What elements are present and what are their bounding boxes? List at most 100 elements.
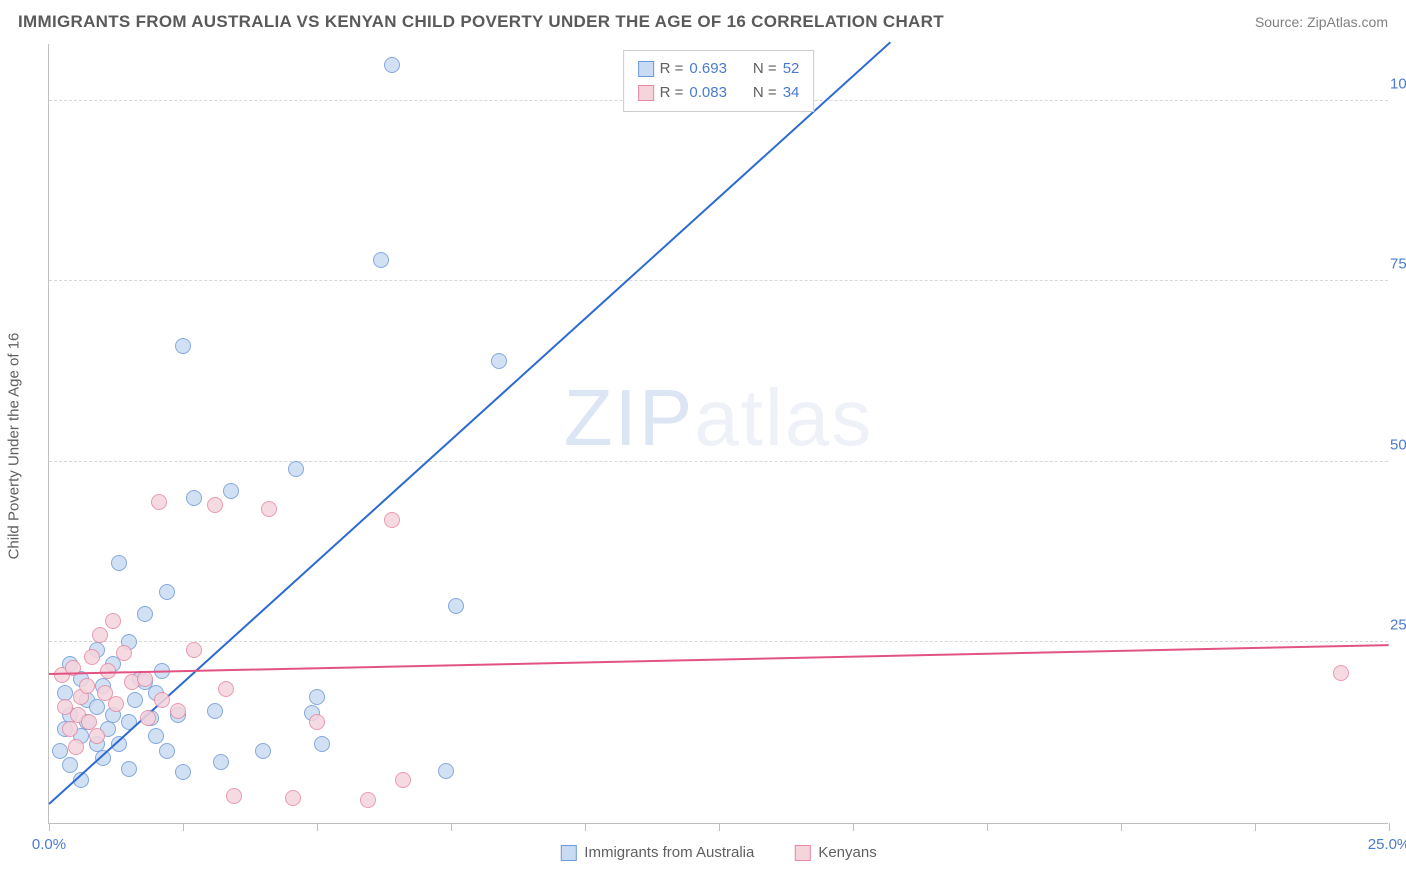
data-point-kenyans <box>218 681 234 697</box>
data-point-australia <box>314 736 330 752</box>
gridline <box>49 461 1388 462</box>
data-point-kenyans <box>226 788 242 804</box>
data-point-kenyans <box>108 696 124 712</box>
legend-n-value: 52 <box>783 57 800 81</box>
x-tick <box>1255 823 1256 831</box>
data-point-australia <box>127 692 143 708</box>
data-point-kenyans <box>186 642 202 658</box>
legend-swatch-australia <box>638 61 654 77</box>
data-point-australia <box>448 598 464 614</box>
correlation-legend: R = 0.693 N = 52 R = 0.083 N = 34 <box>623 50 815 112</box>
watermark-part2: atlas <box>694 373 873 462</box>
data-point-kenyans <box>151 494 167 510</box>
data-point-australia <box>288 461 304 477</box>
data-point-kenyans <box>154 692 170 708</box>
y-tick-label: 50.0% <box>1390 436 1406 453</box>
legend-n-label: N = <box>753 57 777 81</box>
data-point-australia <box>52 743 68 759</box>
data-point-kenyans <box>84 649 100 665</box>
data-point-australia <box>175 338 191 354</box>
series-label: Immigrants from Australia <box>584 844 754 861</box>
legend-row-kenyans: R = 0.083 N = 34 <box>638 81 800 105</box>
legend-r-label: R = <box>660 57 684 81</box>
gridline <box>49 280 1388 281</box>
data-point-kenyans <box>89 728 105 744</box>
gridline <box>49 641 1388 642</box>
data-point-australia <box>207 703 223 719</box>
x-tick <box>317 823 318 831</box>
x-tick <box>853 823 854 831</box>
trend-line-australia <box>48 41 891 804</box>
x-tick <box>1121 823 1122 831</box>
y-tick-label: 25.0% <box>1390 617 1406 634</box>
x-tick <box>451 823 452 831</box>
legend-r-value: 0.083 <box>689 81 727 105</box>
legend-row-australia: R = 0.693 N = 52 <box>638 57 800 81</box>
data-point-kenyans <box>285 790 301 806</box>
series-swatch-kenyans <box>794 845 810 861</box>
series-legend: Immigrants from Australia Kenyans <box>560 844 876 861</box>
data-point-australia <box>384 57 400 73</box>
y-axis-label: Child Poverty Under the Age of 16 <box>6 333 23 560</box>
chart-title: IMMIGRANTS FROM AUSTRALIA VS KENYAN CHIL… <box>18 12 944 32</box>
x-tick <box>987 823 988 831</box>
chart-source: Source: ZipAtlas.com <box>1255 14 1388 30</box>
data-point-australia <box>89 699 105 715</box>
x-tick-label: 0.0% <box>32 836 66 853</box>
data-point-australia <box>255 743 271 759</box>
y-tick-label: 100.0% <box>1390 75 1406 92</box>
data-point-kenyans <box>207 497 223 513</box>
data-point-kenyans <box>140 710 156 726</box>
source-name: ZipAtlas.com <box>1307 14 1388 30</box>
data-point-kenyans <box>384 512 400 528</box>
data-point-australia <box>223 483 239 499</box>
data-point-australia <box>186 490 202 506</box>
legend-n-label: N = <box>753 81 777 105</box>
data-point-kenyans <box>79 678 95 694</box>
legend-r-label: R = <box>660 81 684 105</box>
series-legend-item-australia: Immigrants from Australia <box>560 844 754 861</box>
data-point-australia <box>121 761 137 777</box>
series-label: Kenyans <box>818 844 876 861</box>
data-point-australia <box>491 353 507 369</box>
data-point-australia <box>175 764 191 780</box>
trend-line-kenyans <box>49 644 1389 675</box>
data-point-kenyans <box>105 613 121 629</box>
data-point-australia <box>159 743 175 759</box>
data-point-australia <box>309 689 325 705</box>
x-tick <box>585 823 586 831</box>
source-prefix: Source: <box>1255 14 1307 30</box>
legend-n-value: 34 <box>783 81 800 105</box>
data-point-kenyans <box>116 645 132 661</box>
x-tick <box>183 823 184 831</box>
data-point-kenyans <box>395 772 411 788</box>
data-point-kenyans <box>170 703 186 719</box>
series-legend-item-kenyans: Kenyans <box>794 844 876 861</box>
data-point-australia <box>137 606 153 622</box>
legend-r-value: 0.693 <box>689 57 727 81</box>
data-point-australia <box>438 763 454 779</box>
data-point-australia <box>159 584 175 600</box>
data-point-australia <box>373 252 389 268</box>
data-point-kenyans <box>1333 665 1349 681</box>
data-point-kenyans <box>62 721 78 737</box>
legend-swatch-kenyans <box>638 85 654 101</box>
watermark-part1: ZIP <box>564 373 694 462</box>
data-point-kenyans <box>92 627 108 643</box>
chart-header: IMMIGRANTS FROM AUSTRALIA VS KENYAN CHIL… <box>18 12 1388 32</box>
x-tick-label: 25.0% <box>1368 836 1406 853</box>
series-swatch-australia <box>560 845 576 861</box>
y-tick-label: 75.0% <box>1390 256 1406 273</box>
data-point-kenyans <box>261 501 277 517</box>
data-point-australia <box>111 555 127 571</box>
x-tick <box>1389 823 1390 831</box>
data-point-kenyans <box>309 714 325 730</box>
x-tick <box>719 823 720 831</box>
data-point-kenyans <box>360 792 376 808</box>
plot-area: ZIPatlas 25.0%50.0%75.0%100.0%0.0%25.0%R… <box>48 44 1388 824</box>
data-point-australia <box>62 757 78 773</box>
watermark: ZIPatlas <box>564 372 873 464</box>
x-tick <box>49 823 50 831</box>
data-point-australia <box>213 754 229 770</box>
data-point-australia <box>148 728 164 744</box>
